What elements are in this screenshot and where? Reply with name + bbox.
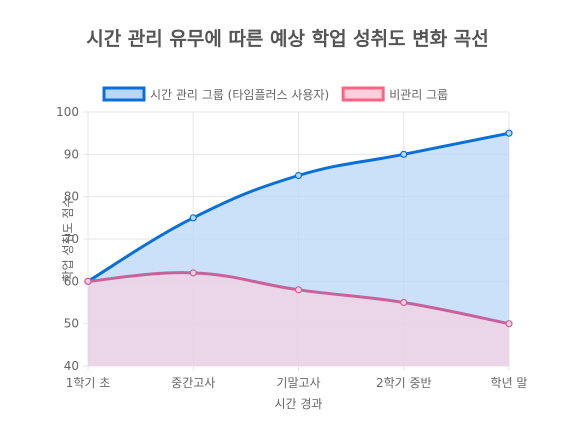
legend-swatch-1 (341, 86, 385, 102)
x-tick-label: 중간고사 (171, 376, 215, 390)
y-axis-title: 학업 성취도 점수 (61, 197, 75, 282)
series-area-1 (88, 272, 509, 366)
data-point-1-0 (84, 277, 92, 285)
x-tick-label: 기말고사 (276, 376, 320, 390)
data-point-1-3 (400, 298, 408, 307)
x-tick-label: 학년 말 (491, 376, 528, 390)
data-point-0-4 (505, 129, 513, 137)
y-tick-label: 70 (64, 232, 79, 246)
data-point-0-3 (400, 150, 408, 158)
data-point-0-1 (189, 214, 197, 222)
legend-swatch-0 (102, 86, 146, 102)
y-tick-label: 60 (64, 274, 79, 288)
y-tick-label: 100 (56, 105, 79, 119)
y-tick-label: 90 (64, 147, 79, 161)
y-tick-label: 40 (64, 359, 79, 373)
x-tick-label: 2학기 중반 (376, 376, 432, 390)
chart-title: 시간 관리 유무에 따른 예상 학업 성취도 변화 곡선 (86, 28, 489, 50)
legend-label-1: 비관리 그룹 (389, 88, 448, 102)
data-point-1-1 (189, 269, 197, 277)
y-tick-label: 50 (64, 317, 79, 331)
legend-label-0: 시간 관리 그룹 (타임플러스 사용자) (150, 88, 329, 102)
x-tick-label: 1학기 초 (66, 376, 111, 390)
y-tick-label: 80 (64, 190, 79, 204)
x-axis-title: 시간 경과 (275, 397, 323, 411)
data-point-1-2 (294, 286, 303, 294)
data-point-1-4 (505, 320, 513, 328)
data-point-0-2 (294, 171, 303, 180)
